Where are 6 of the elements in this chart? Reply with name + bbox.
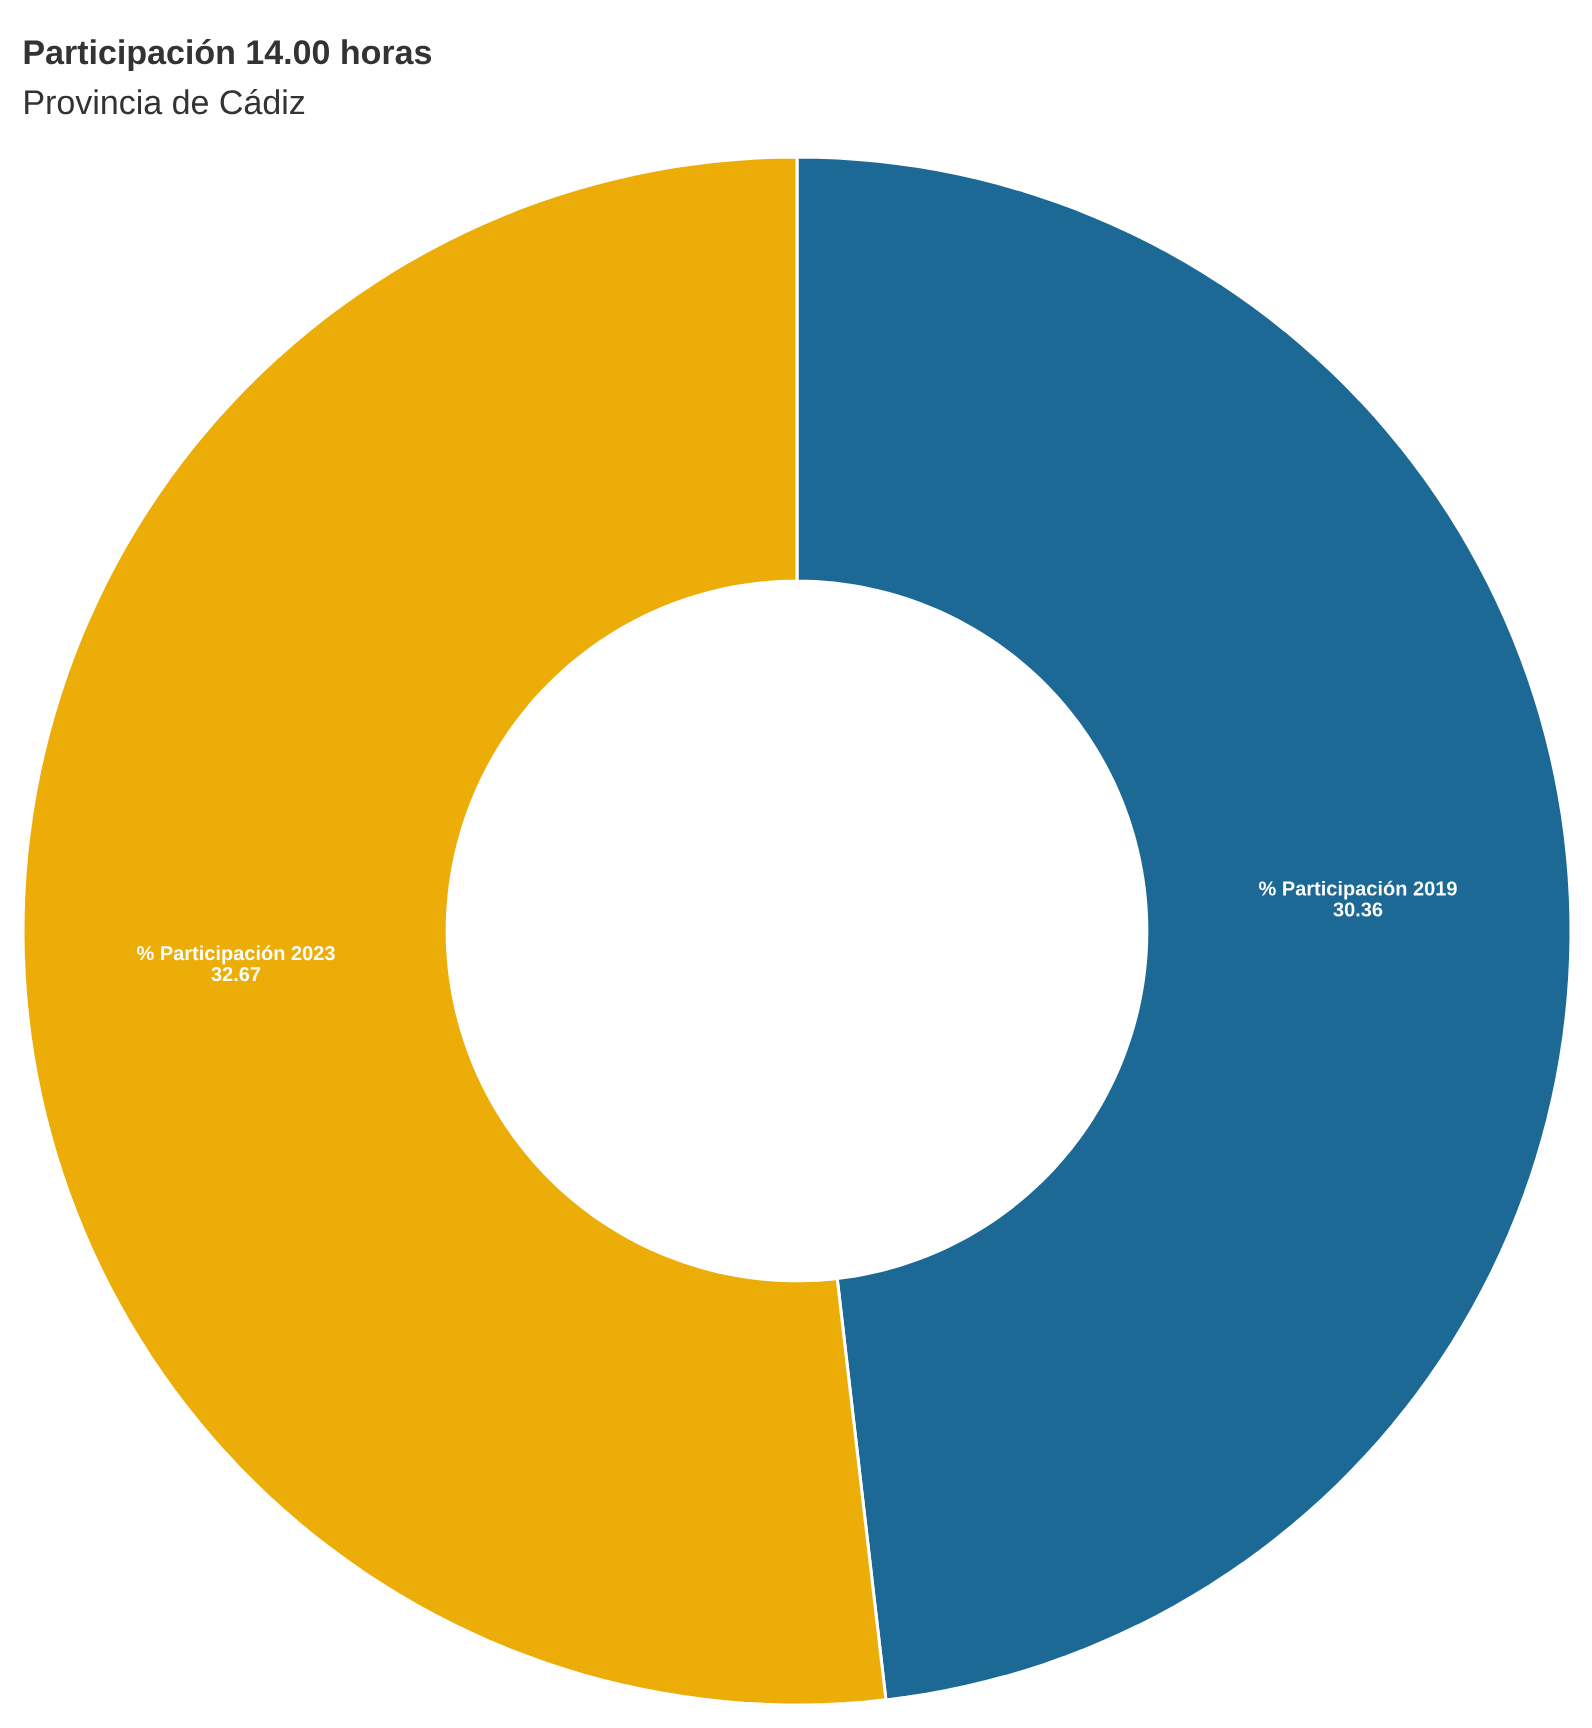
slice-label: % Participación 2019	[1259, 880, 1457, 900]
chart-title: Participación 14.00 horas	[24, 39, 432, 72]
data-label: 32.67	[211, 967, 261, 982]
chart-subtitle: Provincia de Cádiz	[25, 88, 305, 115]
slice-label: % Participación 2023	[137, 945, 335, 965]
data-label: 30.36	[1333, 902, 1383, 917]
